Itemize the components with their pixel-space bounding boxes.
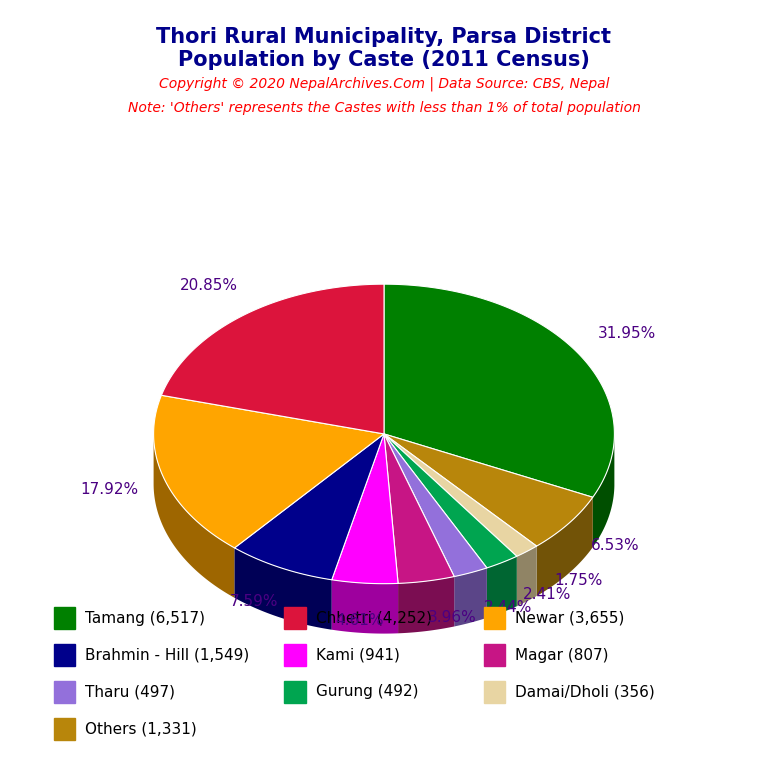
Text: 6.53%: 6.53% xyxy=(591,538,639,554)
Text: Note: 'Others' represents the Castes with less than 1% of total population: Note: 'Others' represents the Castes wit… xyxy=(127,101,641,115)
Text: Tharu (497): Tharu (497) xyxy=(85,684,175,700)
Polygon shape xyxy=(384,284,614,497)
Text: Tamang (6,517): Tamang (6,517) xyxy=(85,611,205,626)
Polygon shape xyxy=(593,436,614,547)
Text: 2.44%: 2.44% xyxy=(484,600,532,615)
Polygon shape xyxy=(398,577,454,634)
Text: Population by Caste (2011 Census): Population by Caste (2011 Census) xyxy=(178,50,590,70)
Polygon shape xyxy=(384,434,454,584)
Polygon shape xyxy=(234,548,332,630)
Polygon shape xyxy=(384,434,487,577)
Text: Others (1,331): Others (1,331) xyxy=(85,721,197,737)
Text: 7.59%: 7.59% xyxy=(230,594,279,608)
Text: 20.85%: 20.85% xyxy=(180,278,237,293)
Polygon shape xyxy=(384,434,537,556)
Text: 4.61%: 4.61% xyxy=(336,613,384,628)
Polygon shape xyxy=(454,568,487,627)
Polygon shape xyxy=(487,556,517,617)
Polygon shape xyxy=(332,434,398,584)
Text: Newar (3,655): Newar (3,655) xyxy=(515,611,624,626)
Polygon shape xyxy=(154,396,384,548)
Polygon shape xyxy=(332,580,398,634)
Text: 17.92%: 17.92% xyxy=(80,482,138,497)
Polygon shape xyxy=(154,435,234,598)
Polygon shape xyxy=(384,434,593,546)
Text: 1.75%: 1.75% xyxy=(554,573,602,588)
Text: Kami (941): Kami (941) xyxy=(316,647,399,663)
Text: Brahmin - Hill (1,549): Brahmin - Hill (1,549) xyxy=(85,647,250,663)
Text: Gurung (492): Gurung (492) xyxy=(316,684,418,700)
Text: 31.95%: 31.95% xyxy=(598,326,656,341)
Text: 3.96%: 3.96% xyxy=(428,611,477,625)
Polygon shape xyxy=(161,284,384,434)
Text: Magar (807): Magar (807) xyxy=(515,647,609,663)
Polygon shape xyxy=(537,497,593,596)
Text: Thori Rural Municipality, Parsa District: Thori Rural Municipality, Parsa District xyxy=(157,27,611,47)
Polygon shape xyxy=(384,434,517,568)
Polygon shape xyxy=(234,434,384,580)
Text: Copyright © 2020 NepalArchives.Com | Data Source: CBS, Nepal: Copyright © 2020 NepalArchives.Com | Dat… xyxy=(159,77,609,91)
Text: Damai/Dholi (356): Damai/Dholi (356) xyxy=(515,684,655,700)
Polygon shape xyxy=(517,546,537,606)
Text: Chhetri (4,252): Chhetri (4,252) xyxy=(316,611,432,626)
Text: 2.41%: 2.41% xyxy=(523,587,571,602)
